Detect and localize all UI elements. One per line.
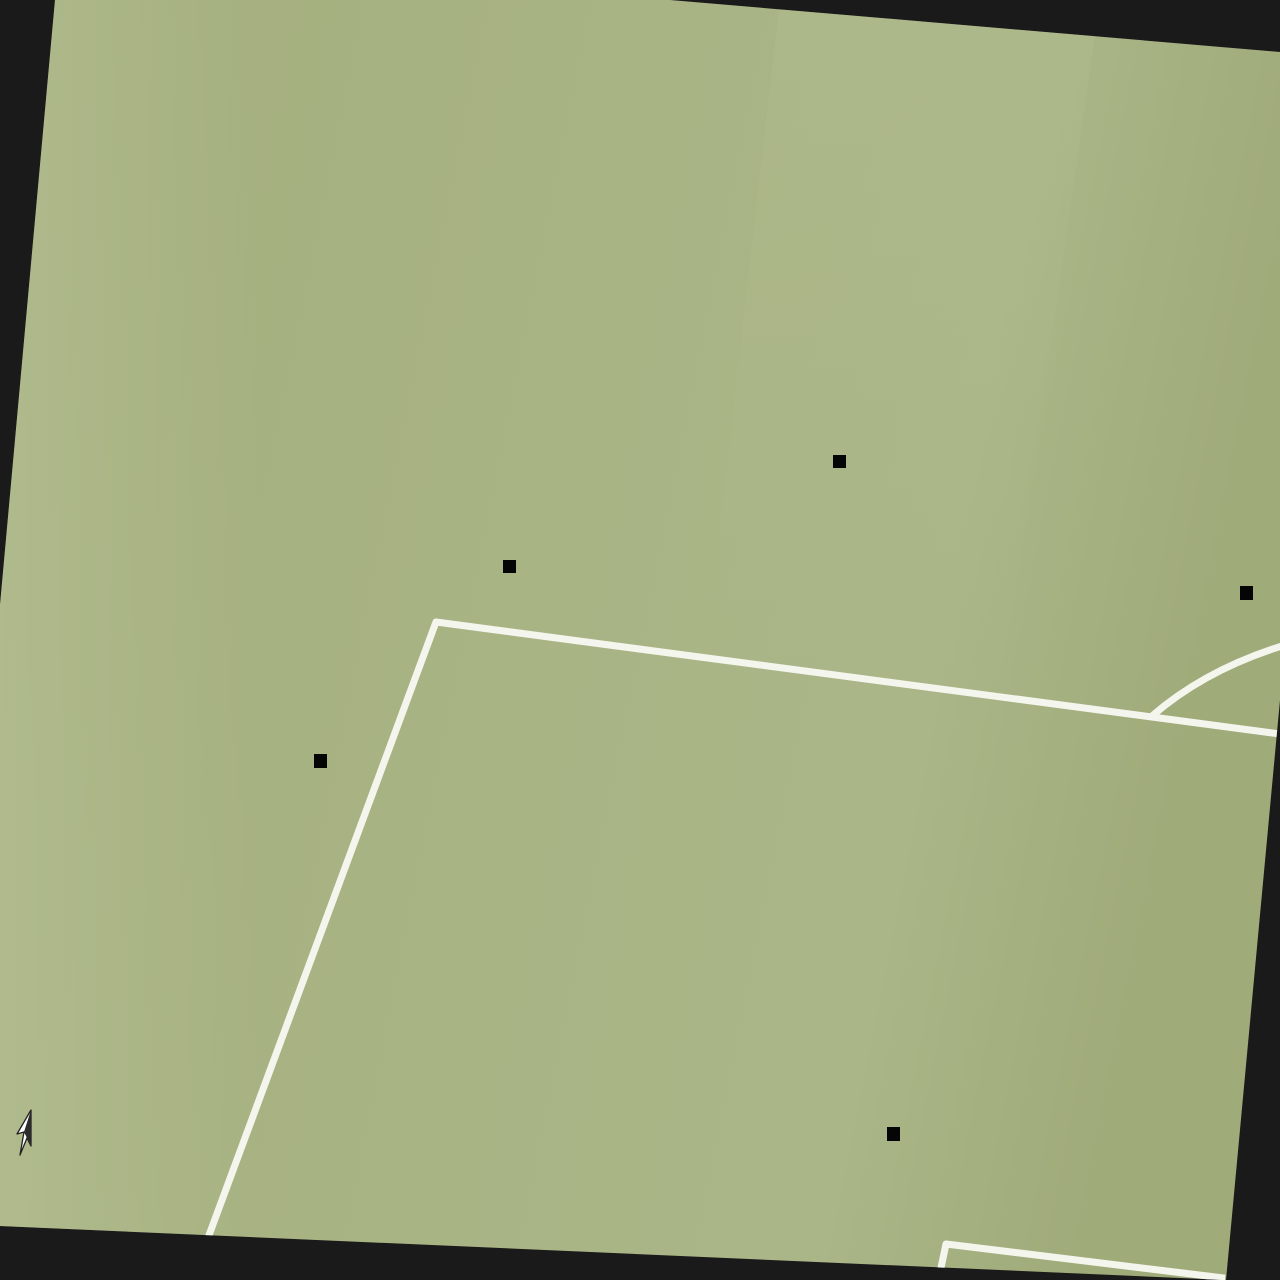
markers xyxy=(314,455,1253,1141)
mouse-pointer-icon xyxy=(16,1109,32,1156)
penalty-arc xyxy=(1148,642,1280,720)
turf-left-glow xyxy=(0,0,260,1280)
player-marker-5[interactable] xyxy=(887,1127,900,1141)
player-marker-3[interactable] xyxy=(1240,586,1253,600)
penalty-box-line xyxy=(201,618,1280,1250)
turf-stripe xyxy=(700,0,1100,700)
player-marker-2[interactable] xyxy=(503,560,516,573)
player-marker-1[interactable] xyxy=(833,455,846,468)
player-marker-4[interactable] xyxy=(314,754,327,768)
